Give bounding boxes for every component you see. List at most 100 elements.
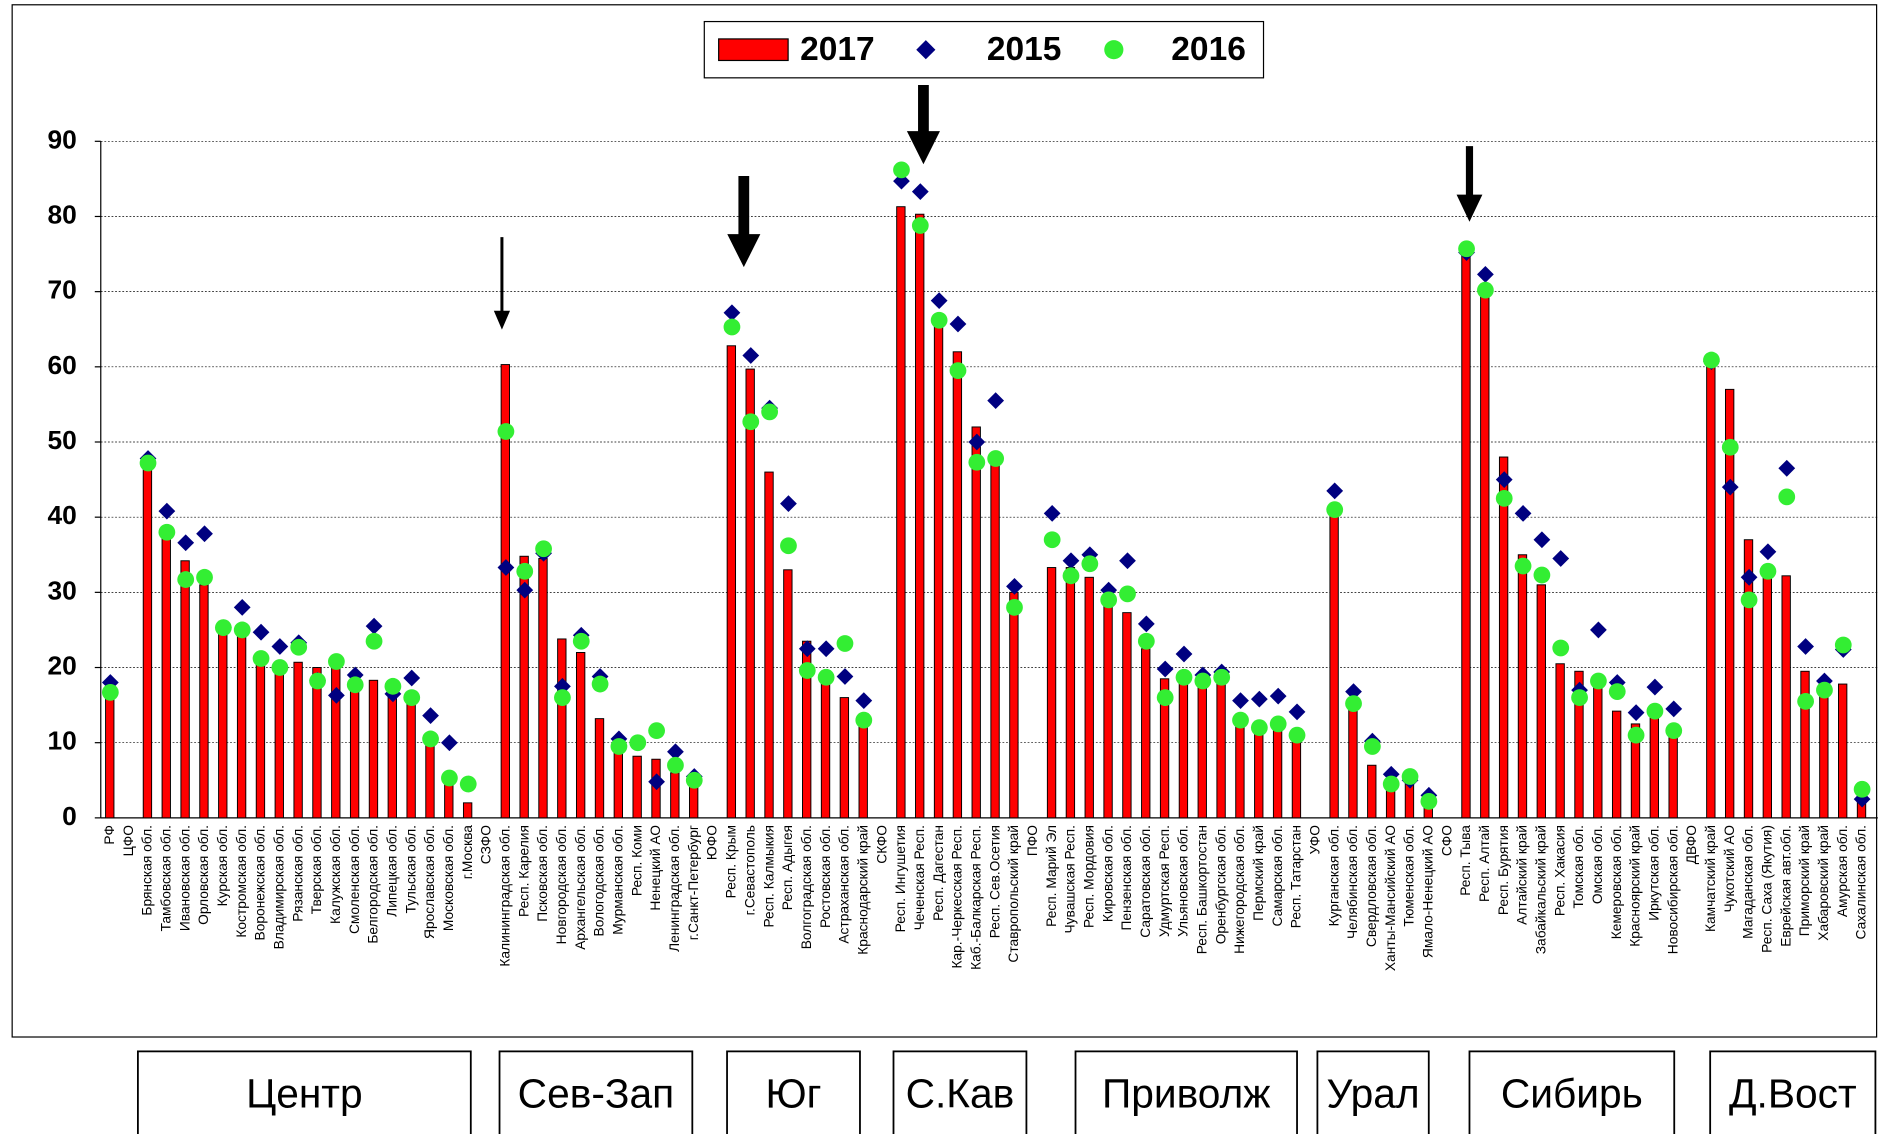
marker-circle: [1778, 488, 1796, 506]
x-tick-label: Респ. Алтай: [1477, 825, 1492, 902]
marker-circle: [591, 675, 609, 693]
x-tick-label: Респ. Сев.Осетия: [987, 825, 1002, 938]
marker-circle: [1571, 689, 1588, 706]
x-tick-label: Респ. Бурятия: [1496, 825, 1511, 915]
bar: [1611, 710, 1622, 819]
marker-diamond: [968, 433, 986, 451]
bar: [406, 700, 416, 819]
marker-diamond: [1326, 482, 1344, 500]
bar: [670, 772, 680, 819]
x-tick-label: Ростовская обл.: [818, 825, 833, 928]
bar: [293, 661, 303, 819]
bar: [575, 652, 586, 819]
marker-circle: [1759, 562, 1777, 580]
x-tick-label: Архангельская обл.: [573, 825, 588, 950]
marker-diamond: [1778, 459, 1796, 477]
x-tick-label: Ставропольский край: [1006, 825, 1021, 963]
bar: [105, 685, 115, 819]
group-label: Юг: [766, 1071, 822, 1117]
marker-circle: [1119, 585, 1136, 603]
marker-circle: [893, 161, 910, 179]
bar: [557, 638, 567, 819]
y-tick-label: 60: [48, 350, 77, 380]
bar: [312, 667, 322, 819]
bar: [142, 460, 153, 819]
x-tick-label: Пензенская обл.: [1119, 825, 1134, 931]
bar: [1555, 663, 1565, 819]
marker-circle: [930, 311, 948, 329]
marker-circle: [1382, 775, 1400, 793]
legend-label: 2017: [800, 31, 875, 68]
bar: [1800, 670, 1810, 819]
x-tick-label: Новосибирская обл.: [1665, 825, 1680, 954]
marker-circle: [685, 771, 703, 789]
marker-circle: [422, 730, 439, 748]
marker-circle: [1232, 711, 1249, 729]
x-tick-label: Нижегородская обл.: [1232, 825, 1247, 954]
x-tick-label: Кировская обл.: [1100, 825, 1115, 922]
marker-diamond: [667, 743, 684, 761]
x-tick-label: Ивановская обл.: [177, 825, 192, 931]
bar: [538, 558, 548, 819]
x-tick-label: ЮФО: [705, 825, 720, 860]
x-tick-label: СКФО: [874, 825, 889, 864]
x-tick-label: Респ. Хакасия: [1552, 825, 1567, 916]
bar: [218, 627, 228, 819]
bar: [820, 670, 831, 819]
x-tick-label: Орловская обл.: [196, 825, 211, 925]
marker-diamond: [987, 392, 1005, 410]
bar: [1216, 680, 1226, 819]
bar: [1517, 554, 1528, 819]
x-tick-label: г.Москва: [460, 825, 475, 880]
x-tick-label: Мурманская обл.: [611, 825, 626, 935]
arrow-head: [727, 234, 761, 268]
bar: [1838, 683, 1848, 819]
arrows: [493, 85, 1483, 330]
marker-circle: [1797, 692, 1814, 710]
bar: [726, 345, 737, 819]
bar: [990, 464, 1000, 819]
group-box: [136, 1050, 472, 1134]
bar: [1141, 648, 1151, 819]
marker-circle: [101, 683, 119, 701]
x-tick-label: СЗФО: [479, 825, 494, 864]
marker-circle: [987, 450, 1005, 467]
x-tick-label: Респ. Татарстан: [1289, 825, 1304, 928]
x-tick-label: Сахалинская обл.: [1854, 825, 1869, 939]
marker-diamond: [1721, 478, 1739, 496]
marker-circle: [535, 540, 552, 558]
x-tick-label: Тульская обл.: [403, 825, 418, 913]
x-tick-label: Магаданская обл.: [1741, 825, 1756, 939]
marker-circle: [1665, 722, 1683, 740]
x-tick-label: Самарская обл.: [1270, 825, 1285, 926]
marker-diamond: [1646, 678, 1664, 696]
marker-circle: [911, 217, 929, 234]
bar: [1574, 670, 1584, 819]
marker-diamond: [196, 525, 213, 543]
marker-circle: [1703, 351, 1720, 369]
marker-circle: [817, 668, 835, 686]
marker-diamond: [1175, 645, 1193, 663]
group-box: [1468, 1050, 1676, 1134]
marker-circle: [1401, 768, 1419, 785]
x-tick-label: Респ. Башкортостан: [1194, 825, 1209, 954]
marker-circle: [1006, 598, 1023, 616]
bar: [1009, 591, 1019, 819]
marker-circle: [441, 769, 458, 787]
marker-circle: [158, 523, 176, 541]
bar: [425, 734, 435, 819]
marker-circle: [516, 562, 534, 580]
legend-swatch: [718, 38, 789, 62]
marker-diamond: [1533, 531, 1551, 549]
marker-diamond: [949, 315, 967, 333]
marker-circle: [667, 756, 684, 774]
x-tick-label: Ленинградская обл.: [667, 825, 682, 952]
marker-circle: [1608, 683, 1626, 700]
bar: [1498, 456, 1509, 819]
marker-circle: [1043, 531, 1061, 549]
x-tick-label: Забайкальский край: [1534, 825, 1549, 954]
group-label: С.Кав: [906, 1071, 1015, 1117]
marker-circle: [968, 453, 986, 471]
